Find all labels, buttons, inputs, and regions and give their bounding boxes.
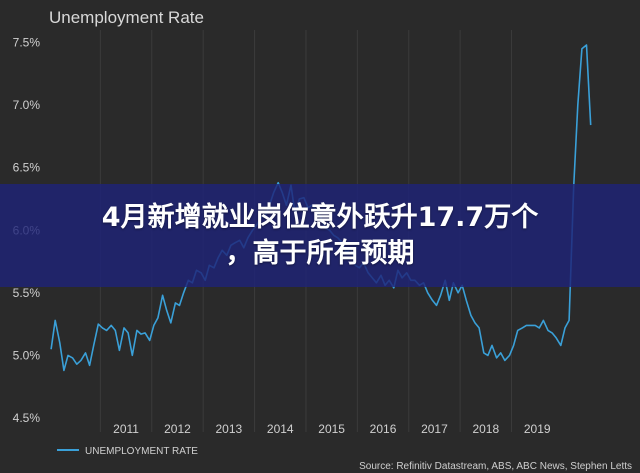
x-tick-label: 2017 bbox=[421, 422, 448, 436]
x-tick-label: 2013 bbox=[216, 422, 243, 436]
y-tick-label: 7.5% bbox=[13, 36, 41, 50]
source-note: Source: Refinitiv Datastream, ABS, ABC N… bbox=[359, 461, 632, 472]
x-tick-label: 2015 bbox=[318, 422, 345, 436]
y-tick-label: 4.5% bbox=[13, 411, 41, 425]
y-tick-label: 7.0% bbox=[13, 98, 41, 112]
x-tick-label: 2012 bbox=[164, 422, 191, 436]
x-tick-label: 2016 bbox=[370, 422, 397, 436]
x-tick-label: 2014 bbox=[267, 422, 294, 436]
x-tick-label: 2019 bbox=[524, 422, 551, 436]
headline-line-2: ，高于所有预期 bbox=[225, 237, 415, 269]
x-tick-label: 2011 bbox=[113, 422, 139, 436]
y-tick-label: 5.5% bbox=[13, 286, 41, 300]
chart-title: Unemployment Rate bbox=[49, 8, 204, 27]
x-tick-label: 2018 bbox=[472, 422, 499, 436]
headline-line-1: 4月新增就业岗位意外跃升17.7万个 bbox=[101, 201, 539, 233]
legend-label: UNEMPLOYMENT RATE bbox=[85, 446, 198, 457]
headline-banner: 4月新增就业岗位意外跃升17.7万个 ，高于所有预期 bbox=[0, 184, 640, 287]
x-axis-tick-labels: 2011 2012 2013 2014 2015 2016 2017 2018 2019 bbox=[113, 422, 551, 436]
y-tick-label: 5.0% bbox=[13, 348, 41, 362]
y-tick-label: 6.5% bbox=[13, 161, 41, 175]
